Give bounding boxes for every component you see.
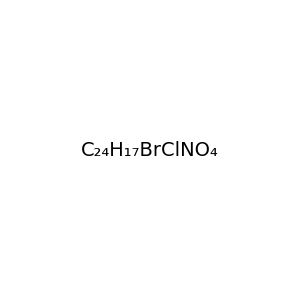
Text: C₂₄H₁₇BrClNO₄: C₂₄H₁₇BrClNO₄ [81, 140, 219, 160]
